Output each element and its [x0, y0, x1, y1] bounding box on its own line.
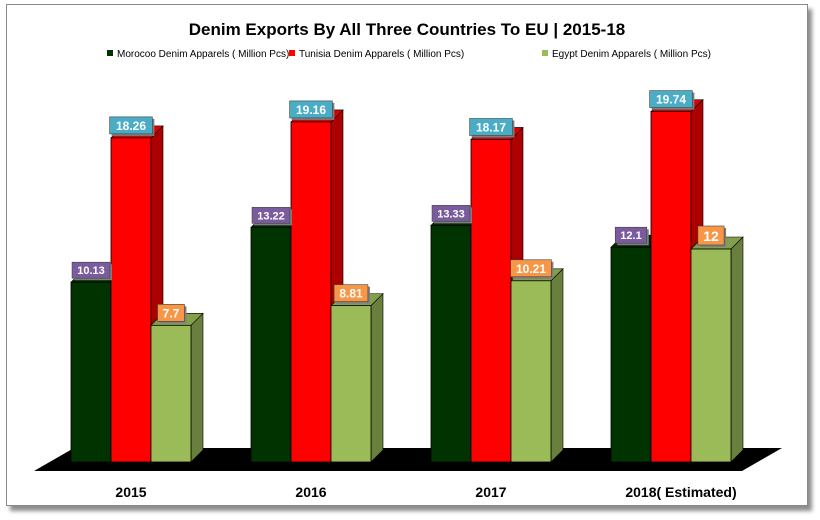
- data-label: 19.74: [649, 90, 695, 110]
- floor-shadow: [34, 448, 782, 471]
- legend: Morocoo Denim Apparels ( Million Pcs) Tun…: [107, 49, 711, 60]
- bar: [650, 111, 692, 463]
- bar-side: [190, 312, 204, 463]
- data-label-box: [333, 284, 369, 302]
- bar: [250, 226, 292, 463]
- chart-area: Denim Exports By All Three Countries To …: [34, 20, 782, 500]
- data-label: 18.26: [109, 116, 155, 136]
- legend-label: Morocoo Denim Apparels ( Million Pcs): [117, 49, 289, 60]
- category-label: 2018( Estimated): [625, 484, 736, 500]
- bar-side: [730, 236, 744, 463]
- bar: [690, 248, 732, 463]
- data-label-value: 18.26: [116, 119, 146, 133]
- data-label-value: 10.21: [516, 262, 546, 276]
- data-label-value: 12.1: [620, 230, 641, 242]
- category-label: 2017: [475, 484, 506, 500]
- data-label-value: 19.16: [296, 103, 326, 117]
- data-label-value: 7.7: [163, 306, 180, 320]
- data-label-box: [614, 226, 648, 244]
- data-label-value: 19.74: [656, 93, 686, 107]
- legend-label: Tunisia Denim Apparels ( Million Pcs): [299, 49, 464, 60]
- data-label-box: [251, 207, 291, 224]
- legend-swatch: [289, 50, 295, 56]
- data-label: 7.7: [157, 304, 187, 324]
- data-labels: 10.13 18.26 7.7 13.22 19.16 8.81 13.33 18.17 10.…: [71, 90, 727, 324]
- data-label: 12: [697, 225, 727, 247]
- bar: [470, 139, 512, 463]
- data-label-value: 8.81: [339, 287, 363, 301]
- data-label-box: [431, 205, 471, 222]
- data-label-box: [649, 90, 693, 108]
- bar: [150, 324, 192, 463]
- data-label: 13.33: [431, 205, 472, 224]
- bars: [70, 98, 744, 463]
- data-label: 19.16: [289, 100, 335, 120]
- data-label-value: 13.33: [437, 208, 465, 220]
- data-label-box: [157, 304, 185, 322]
- data-label: 12.1: [614, 226, 649, 246]
- bar: [510, 280, 552, 463]
- category-label: 2015: [115, 484, 146, 500]
- data-label-value: 13.22: [257, 210, 285, 222]
- data-label-value: 12: [703, 228, 719, 244]
- data-label: 18.17: [469, 118, 515, 138]
- bar: [70, 281, 112, 463]
- data-label-box: [510, 259, 552, 278]
- legend-label: Egypt Denim Apparels ( Million Pcs): [552, 49, 711, 60]
- bar: [330, 305, 372, 463]
- bar: [610, 246, 652, 463]
- data-label-value: 18.17: [476, 120, 506, 134]
- data-label: 8.81: [333, 284, 370, 304]
- chart-title: Denim Exports By All Three Countries To …: [189, 20, 625, 39]
- bar-side: [550, 268, 564, 463]
- data-label-value: 10.13: [77, 265, 105, 277]
- data-label-box: [109, 116, 153, 135]
- data-label-box: [71, 261, 111, 279]
- bar: [430, 224, 472, 463]
- bar: [110, 137, 152, 463]
- chart-frame: Denim Exports By All Three Countries To …: [6, 4, 808, 506]
- data-label-box: [469, 118, 513, 136]
- bar-side: [370, 292, 384, 463]
- data-label: 10.13: [71, 261, 112, 281]
- data-label: 13.22: [251, 207, 292, 226]
- category-labels: 2015 2016 2017 2018( Estimated): [115, 484, 736, 500]
- bar: [290, 121, 332, 463]
- chart-floor: [34, 448, 782, 471]
- data-label: 10.21: [510, 259, 554, 279]
- data-label-box: [697, 225, 725, 246]
- legend-swatch: [542, 50, 548, 56]
- category-label: 2016: [295, 484, 326, 500]
- data-label-box: [289, 100, 333, 119]
- legend-swatch: [107, 50, 113, 56]
